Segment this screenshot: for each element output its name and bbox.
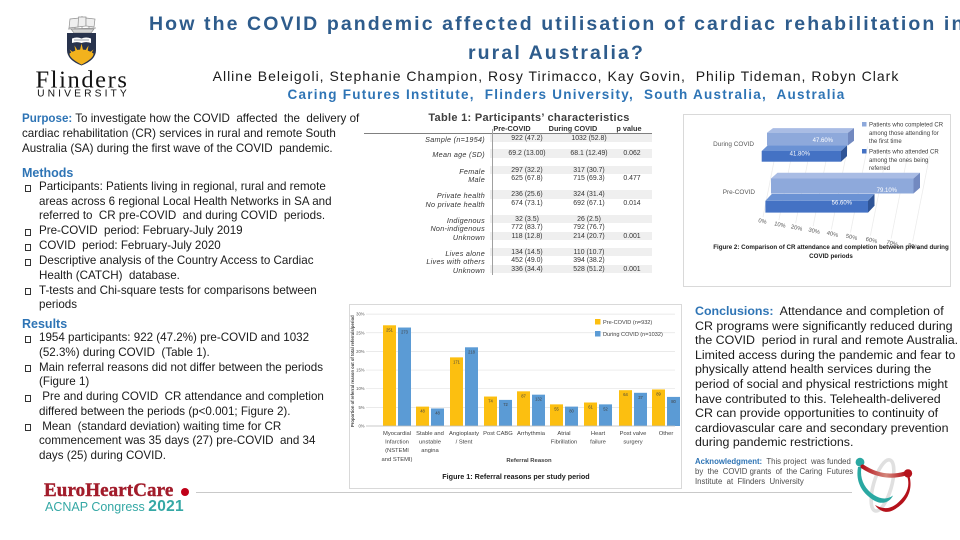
svg-text:56.60%: 56.60% [832, 201, 853, 207]
svg-text:angina: angina [421, 448, 439, 454]
svg-text:48: 48 [435, 410, 440, 415]
svg-text:52: 52 [603, 406, 608, 411]
svg-text:Stable and: Stable and [416, 431, 444, 437]
svg-text:Arrhythmia: Arrhythmia [517, 431, 546, 437]
svg-text:During COVID (n=1032): During COVID (n=1032) [603, 332, 663, 338]
svg-text:30%: 30% [808, 227, 821, 236]
svg-text:failure: failure [590, 440, 606, 446]
svg-text:/ Stent: / Stent [456, 440, 473, 446]
svg-text:171: 171 [453, 359, 461, 364]
svg-text:10%: 10% [356, 386, 365, 391]
svg-text:Proportion of referral reason: Proportion of referral reason out of tot… [350, 315, 355, 427]
svg-text:the first time: the first time [869, 139, 902, 145]
svg-text:5%: 5% [358, 405, 364, 410]
svg-text:60%: 60% [865, 237, 878, 246]
svg-text:During COVID: During COVID [713, 141, 754, 148]
svg-text:surgery: surgery [623, 440, 642, 446]
svg-text:among the ones being: among the ones being [869, 158, 928, 164]
svg-text:Patients who completed CR: Patients who completed CR [869, 123, 944, 129]
svg-text:0%: 0% [758, 218, 768, 226]
svg-text:47.60%: 47.60% [813, 138, 834, 144]
svg-text:COVID periods: COVID periods [809, 253, 853, 260]
svg-text:Fibrillation: Fibrillation [551, 440, 577, 446]
svg-text:Patients who attended CR: Patients who attended CR [869, 150, 939, 156]
svg-text:20%: 20% [790, 224, 803, 233]
svg-text:74: 74 [488, 399, 493, 404]
svg-text:UNIVERSITY: UNIVERSITY [37, 89, 130, 100]
svg-text:132: 132 [535, 397, 543, 402]
svg-text:79.10%: 79.10% [877, 188, 898, 194]
svg-text:Figure 1: Referral reasons per: Figure 1: Referral reasons per study per… [442, 472, 589, 481]
svg-text:0%: 0% [358, 424, 364, 429]
svg-text:10%: 10% [773, 221, 786, 230]
svg-text:Pre-COVID (n=932): Pre-COVID (n=932) [603, 320, 652, 326]
svg-text:80: 80 [671, 399, 676, 404]
svg-text:referred: referred [869, 166, 890, 172]
svg-text:70%: 70% [886, 240, 899, 249]
svg-text:Angioplasty: Angioplasty [449, 431, 479, 437]
svg-text:218: 218 [468, 349, 476, 354]
svg-text:unstable: unstable [419, 440, 441, 446]
svg-text:Post CABG: Post CABG [483, 431, 513, 437]
svg-text:15%: 15% [356, 368, 365, 373]
svg-text:30%: 30% [356, 312, 365, 317]
svg-text:37: 37 [638, 395, 643, 400]
svg-text:25%: 25% [356, 330, 365, 335]
svg-text:Atrial: Atrial [557, 431, 570, 437]
svg-text:20%: 20% [356, 349, 365, 354]
svg-text:50%: 50% [845, 234, 858, 243]
svg-text:Pre-COVID: Pre-COVID [723, 189, 756, 196]
svg-text:Other: Other [659, 431, 674, 437]
svg-text:87: 87 [521, 393, 526, 398]
svg-text:273: 273 [401, 330, 409, 335]
svg-text:48: 48 [420, 409, 425, 414]
svg-text:Post valve: Post valve [620, 431, 647, 437]
svg-text:41.80%: 41.80% [790, 152, 811, 158]
svg-text:Figure 2: Comparison of CR att: Figure 2: Comparison of CR attendance an… [713, 244, 949, 251]
svg-text:Referral Reason: Referral Reason [506, 458, 552, 464]
svg-text:40%: 40% [826, 231, 839, 240]
svg-text:89: 89 [656, 391, 661, 396]
svg-text:Heart: Heart [591, 431, 606, 437]
svg-text:80: 80 [569, 409, 574, 414]
svg-text:64: 64 [623, 392, 628, 397]
svg-text:55: 55 [554, 406, 559, 411]
svg-text:251: 251 [386, 327, 394, 332]
svg-text:Infarction: Infarction [385, 440, 409, 446]
svg-text:72: 72 [503, 402, 508, 407]
svg-text:Myocardial: Myocardial [383, 431, 411, 437]
svg-text:80%: 80% [907, 243, 920, 252]
svg-text:among those attending for: among those attending for [869, 131, 939, 137]
svg-text:61: 61 [588, 405, 593, 410]
svg-text:Flinders: Flinders [35, 67, 128, 94]
svg-text:(NSTEMI: (NSTEMI [385, 448, 409, 454]
svg-text:and STEMI): and STEMI) [382, 457, 413, 463]
